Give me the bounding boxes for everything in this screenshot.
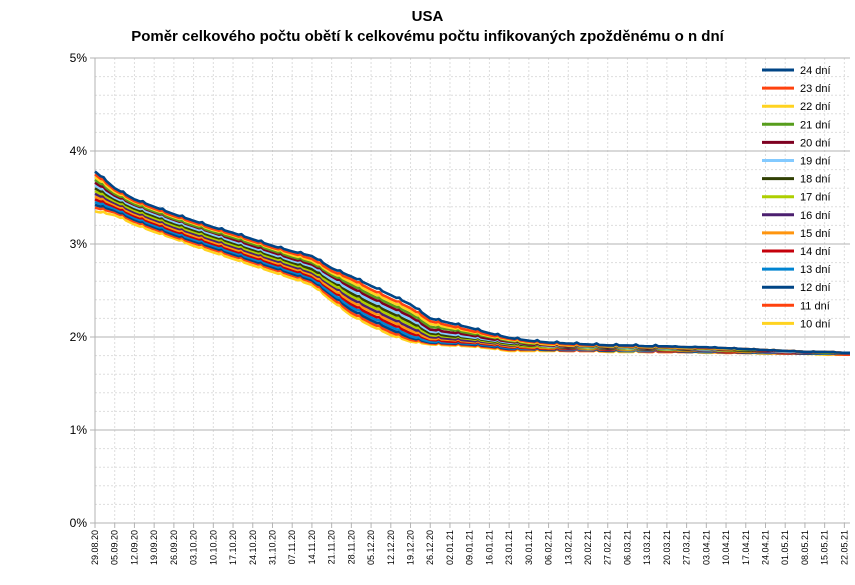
legend: 24 dní 23 dní 22 dní 21 dní 20 dní 19 dní 18 d… — [762, 65, 831, 330]
x-tick-label: 13.03.21 — [642, 530, 652, 565]
series-lines — [94, 170, 850, 356]
x-tick-label: 24.04.21 — [760, 530, 770, 565]
chart-subtitle: Poměr celkového počtu obětí k celkovému … — [131, 28, 724, 45]
y-tick-label: 2% — [70, 330, 88, 344]
x-tick-label: 27.03.21 — [682, 530, 692, 565]
x-tick-label: 29.08.20 — [90, 530, 100, 565]
x-tick-label: 13.02.21 — [563, 530, 573, 565]
x-tick-label: 08.05.21 — [800, 530, 810, 565]
legend-label: 16 dní — [800, 210, 831, 222]
x-tick-label: 03.04.21 — [701, 530, 711, 565]
x-tick-label: 26.12.20 — [425, 530, 435, 565]
legend-label: 17 dní — [800, 192, 831, 204]
x-tick-label: 10.04.21 — [721, 530, 731, 565]
legend-label: 15 dní — [800, 228, 831, 240]
x-tick-label: 23.01.21 — [504, 530, 514, 565]
x-tick-label: 17.10.20 — [228, 530, 238, 565]
x-tick-label: 20.02.21 — [583, 530, 593, 565]
legend-label: 21 dní — [800, 119, 831, 131]
x-tick-label: 17.04.21 — [741, 530, 751, 565]
y-axis-ticks: 0% 1% 2% 3% 4% 5% — [70, 51, 88, 530]
x-tick-label: 06.02.21 — [544, 530, 554, 565]
x-tick-label: 12.09.20 — [129, 530, 139, 565]
x-tick-label: 24.10.20 — [248, 530, 258, 565]
x-tick-label: 19.12.20 — [406, 530, 416, 565]
legend-label: 23 dní — [800, 83, 831, 95]
x-tick-label: 27.02.21 — [603, 530, 613, 565]
x-tick-label: 05.09.20 — [110, 530, 120, 565]
x-tick-label: 31.10.20 — [267, 530, 277, 565]
legend-label: 10 dní — [800, 318, 831, 330]
x-tick-label: 07.11.20 — [287, 530, 297, 564]
series-line-1 — [94, 170, 850, 355]
y-tick-label: 5% — [70, 51, 88, 65]
y-tick-label: 1% — [70, 423, 88, 437]
x-tick-label: 06.03.21 — [622, 530, 632, 565]
minor-grid — [94, 57, 850, 524]
chart-title: USA — [411, 8, 444, 25]
x-axis-ticks: 29.08.20 05.09.20 12.09.20 19.09.20 26.09.20… — [90, 523, 849, 565]
legend-label: 14 dní — [800, 246, 831, 258]
x-tick-label: 14.11.20 — [307, 530, 317, 564]
legend-label: 22 dní — [800, 101, 831, 113]
x-tick-label: 03.10.20 — [189, 530, 199, 565]
legend-label: 18 dní — [800, 174, 831, 186]
series-line-3 — [94, 175, 850, 355]
x-tick-label: 28.11.20 — [346, 530, 356, 564]
y-tick-label: 3% — [70, 237, 88, 251]
x-tick-label: 05.12.20 — [366, 530, 376, 565]
x-tick-label: 10.10.20 — [208, 530, 218, 565]
legend-label: 11 dní — [800, 300, 830, 312]
x-tick-label: 21.11.20 — [327, 530, 337, 564]
x-tick-label: 12.12.20 — [386, 530, 396, 565]
x-tick-label: 16.01.21 — [484, 530, 494, 565]
x-tick-label: 19.09.20 — [149, 530, 159, 565]
x-tick-label: 15.05.21 — [820, 530, 830, 565]
x-tick-label: 20.03.21 — [662, 530, 672, 565]
x-tick-label: 26.09.20 — [169, 530, 179, 565]
series-line-4 — [94, 178, 850, 355]
legend-label: 13 dní — [800, 264, 831, 276]
x-tick-label: 02.01.21 — [445, 530, 455, 565]
y-tick-label: 4% — [70, 144, 88, 158]
legend-label: 20 dní — [800, 137, 831, 149]
x-tick-label: 30.01.21 — [524, 530, 534, 565]
legend-label: 19 dní — [800, 156, 831, 168]
series-line-2 — [94, 173, 850, 355]
x-tick-label: 09.01.21 — [465, 530, 475, 565]
legend-label: 24 dní — [800, 65, 831, 77]
x-tick-label: 22.05.21 — [839, 530, 849, 565]
y-tick-label: 0% — [70, 516, 88, 530]
legend-label: 12 dní — [800, 282, 831, 294]
x-tick-label: 01.05.21 — [780, 530, 790, 565]
